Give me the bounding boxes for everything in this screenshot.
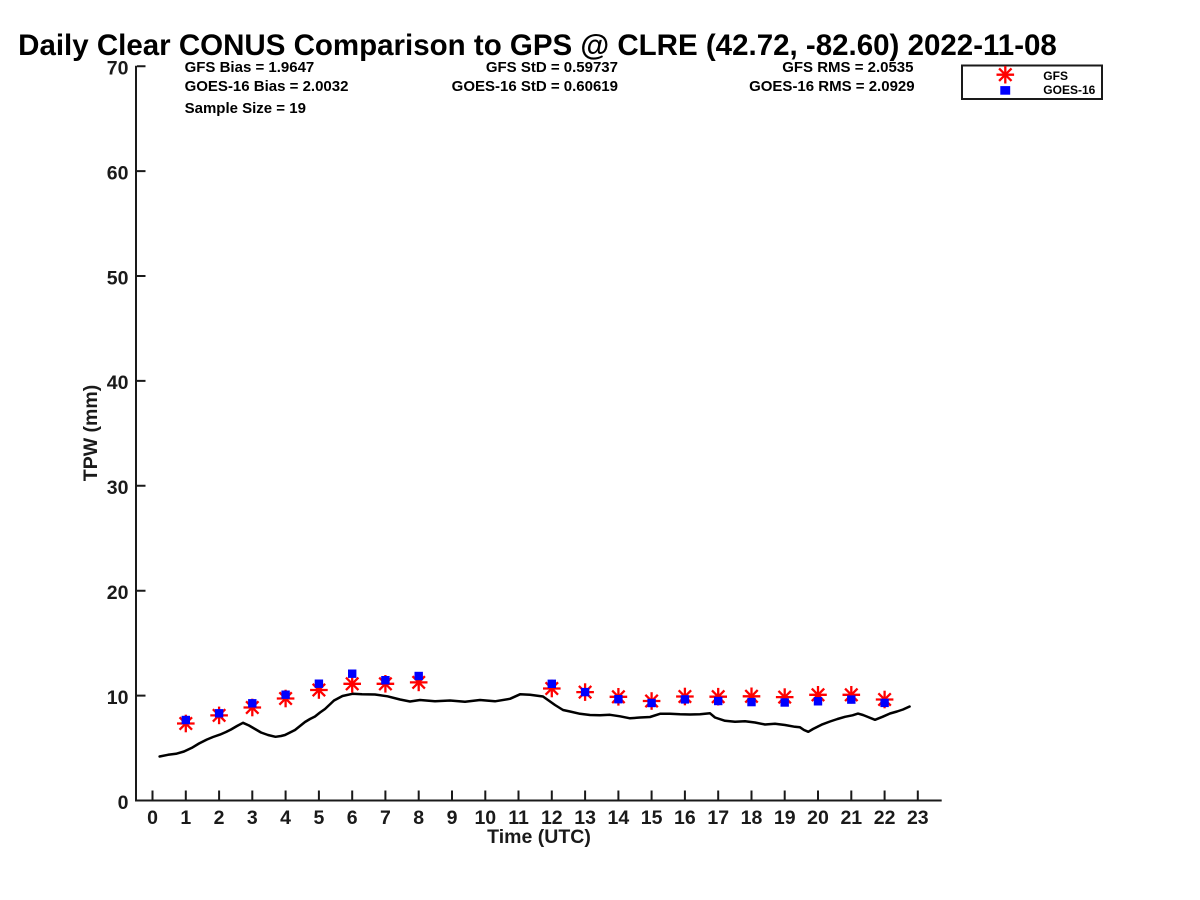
svg-text:1: 1 <box>180 807 191 829</box>
svg-text:40: 40 <box>107 372 129 394</box>
svg-text:8: 8 <box>413 807 424 829</box>
svg-text:GFS RMS = 2.0535: GFS RMS = 2.0535 <box>782 59 913 76</box>
svg-text:70: 70 <box>107 58 129 80</box>
svg-text:12: 12 <box>541 807 563 829</box>
svg-text:20: 20 <box>807 807 829 829</box>
svg-text:50: 50 <box>107 267 129 289</box>
svg-text:17: 17 <box>707 807 729 829</box>
svg-text:15: 15 <box>641 807 663 829</box>
svg-text:TPW (mm): TPW (mm) <box>80 385 102 481</box>
svg-text:GOES-16 RMS = 2.0929: GOES-16 RMS = 2.0929 <box>749 78 915 95</box>
svg-text:9: 9 <box>447 807 458 829</box>
svg-text:0: 0 <box>118 792 129 814</box>
svg-text:60: 60 <box>107 162 129 184</box>
svg-text:10: 10 <box>107 687 129 709</box>
svg-text:11: 11 <box>508 807 529 829</box>
svg-text:Time (UTC): Time (UTC) <box>487 826 591 848</box>
svg-text:4: 4 <box>280 807 291 829</box>
svg-text:23: 23 <box>907 807 929 829</box>
svg-text:2: 2 <box>214 807 225 829</box>
svg-text:13: 13 <box>574 807 596 829</box>
svg-text:30: 30 <box>107 477 129 499</box>
svg-text:5: 5 <box>313 807 324 829</box>
svg-text:GOES-16 StD = 0.60619: GOES-16 StD = 0.60619 <box>452 78 618 95</box>
svg-text:0: 0 <box>147 807 158 829</box>
svg-text:16: 16 <box>674 807 696 829</box>
svg-text:GFS Bias = 1.9647: GFS Bias = 1.9647 <box>185 59 315 76</box>
svg-text:Daily Clear CONUS Comparison t: Daily Clear CONUS Comparison to GPS @ CL… <box>18 29 1057 62</box>
svg-text:Sample Size = 19: Sample Size = 19 <box>185 100 306 117</box>
svg-text:18: 18 <box>741 807 763 829</box>
svg-text:6: 6 <box>347 807 358 829</box>
svg-text:21: 21 <box>840 807 862 829</box>
svg-text:20: 20 <box>107 582 129 604</box>
svg-text:GFS: GFS <box>1043 69 1068 83</box>
svg-text:19: 19 <box>774 807 796 829</box>
svg-text:10: 10 <box>474 807 496 829</box>
svg-text:GFS StD = 0.59737: GFS StD = 0.59737 <box>486 59 618 76</box>
svg-text:7: 7 <box>380 807 391 829</box>
svg-text:GOES-16: GOES-16 <box>1043 83 1095 97</box>
svg-text:22: 22 <box>874 807 896 829</box>
svg-text:GOES-16 Bias = 2.0032: GOES-16 Bias = 2.0032 <box>185 78 349 95</box>
svg-text:14: 14 <box>608 807 630 829</box>
svg-text:3: 3 <box>247 807 258 829</box>
